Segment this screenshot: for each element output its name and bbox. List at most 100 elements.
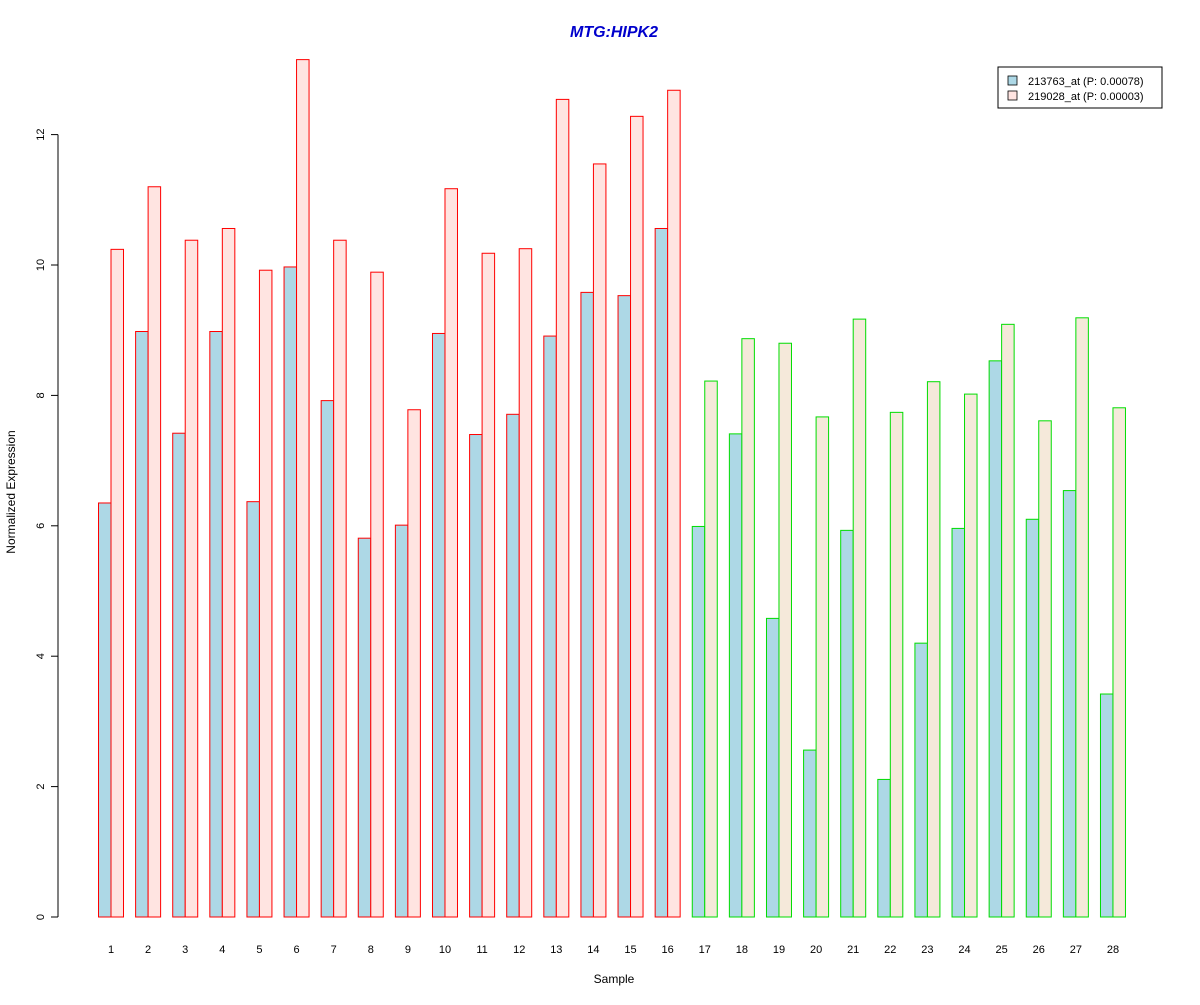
x-tick-label: 16 — [662, 944, 674, 956]
x-tick-label: 10 — [439, 944, 451, 956]
bar-213763-at-sample-8 — [357, 537, 372, 918]
x-tick-label: 3 — [182, 944, 188, 956]
bar-219028-at-sample-6 — [296, 59, 310, 918]
bar-213763-at-sample-1 — [98, 502, 112, 918]
bar-219028-at-sample-14 — [592, 163, 607, 918]
bar-213763-at-sample-11 — [469, 434, 483, 918]
chart-title: MTG:HIPK2 — [570, 24, 658, 41]
y-axis: 0 2 4 6 8 10 12 — [35, 128, 59, 920]
bar-219028-at-sample-13 — [555, 98, 570, 918]
x-tick-label: 24 — [958, 944, 970, 956]
bar-213763-at-sample-19 — [765, 617, 780, 918]
bar-219028-at-sample-3 — [184, 239, 199, 918]
bar-219028-at-sample-16 — [667, 89, 681, 918]
x-tick-label: 14 — [587, 944, 599, 956]
x-tick-label: 23 — [921, 944, 933, 956]
y-axis-label: Normalized Expression — [4, 430, 18, 553]
legend-label-219028-at: 219028_at (P: 0.00003) — [1028, 91, 1144, 103]
legend-swatch-219028-at — [1007, 90, 1018, 101]
bar-213763-at-sample-20 — [803, 749, 817, 918]
bar-219028-at-sample-7 — [333, 239, 347, 918]
y-tick-label: 4 — [35, 653, 47, 659]
legend: 213763_at (P: 0.00078) 219028_at (P: 0.0… — [997, 66, 1163, 109]
x-tick-label: 21 — [847, 944, 859, 956]
bar-213763-at-sample-18 — [728, 433, 743, 918]
x-tick-label: 11 — [476, 944, 487, 956]
bar-219028-at-sample-2 — [147, 186, 162, 918]
bar-213763-at-sample-13 — [543, 335, 557, 918]
bar-213763-at-sample-10 — [431, 332, 446, 918]
bar-219028-at-sample-19 — [778, 342, 792, 918]
x-tick-label: 28 — [1107, 944, 1119, 956]
legend-swatch-213763-at — [1007, 75, 1018, 86]
bar-219028-at-sample-12 — [518, 248, 533, 918]
bar-219028-at-sample-4 — [221, 227, 236, 918]
bar-213763-at-sample-5 — [246, 501, 260, 918]
bar-219028-at-sample-23 — [926, 381, 941, 918]
bar-213763-at-sample-25 — [988, 360, 1003, 918]
bar-213763-at-sample-24 — [951, 527, 966, 918]
bar-219028-at-sample-17 — [704, 380, 718, 918]
x-tick-label: 5 — [256, 944, 262, 956]
y-tick-label: 0 — [35, 914, 47, 920]
bars — [98, 59, 1126, 918]
y-tick-label: 2 — [35, 784, 47, 790]
bar-219028-at-sample-25 — [1001, 323, 1015, 918]
x-tick-label: 25 — [996, 944, 1008, 956]
x-tick-label: 18 — [736, 944, 748, 956]
y-tick-label: 10 — [35, 259, 47, 271]
bar-213763-at-sample-7 — [320, 400, 335, 918]
bar-219028-at-sample-21 — [852, 318, 867, 918]
x-tick-label: 13 — [550, 944, 562, 956]
bar-213763-at-sample-16 — [654, 227, 669, 918]
bar-219028-at-sample-8 — [370, 271, 384, 918]
bar-219028-at-sample-26 — [1038, 420, 1052, 918]
bar-213763-at-sample-23 — [914, 642, 928, 918]
y-tick-label: 6 — [35, 523, 47, 529]
bar-219028-at-sample-22 — [889, 411, 904, 918]
bar-219028-at-sample-10 — [444, 188, 458, 918]
x-tick-label: 4 — [219, 944, 225, 956]
x-tick-label: 15 — [624, 944, 636, 956]
x-axis-label: Sample — [594, 972, 635, 986]
bar-219028-at-sample-24 — [964, 393, 978, 918]
x-tick-label: 9 — [405, 944, 411, 956]
bar-219028-at-sample-5 — [258, 269, 273, 918]
bar-213763-at-sample-9 — [394, 524, 409, 918]
x-tick-label: 6 — [293, 944, 299, 956]
bar-213763-at-sample-26 — [1025, 518, 1040, 918]
bar-219028-at-sample-20 — [815, 416, 830, 918]
bar-213763-at-sample-4 — [209, 331, 223, 918]
bar-213763-at-sample-21 — [840, 529, 854, 918]
bar-213763-at-sample-28 — [1099, 693, 1114, 918]
bar-219028-at-sample-27 — [1075, 317, 1089, 918]
bar-213763-at-sample-15 — [617, 295, 632, 918]
bar-219028-at-sample-15 — [630, 115, 644, 918]
x-tick-label: 27 — [1070, 944, 1082, 956]
bar-213763-at-sample-17 — [691, 525, 706, 918]
legend-label-213763-at: 213763_at (P: 0.00078) — [1028, 76, 1144, 88]
bar-213763-at-sample-22 — [877, 778, 891, 918]
bar-213763-at-sample-3 — [172, 432, 186, 918]
bar-219028-at-sample-9 — [407, 409, 421, 918]
x-tick-labels: 1 2 3 4 5 6 7 8 9 10 11 12 13 14 15 16 17 18 19 20 21 22 23 24 2… — [108, 944, 1119, 956]
legend-box — [997, 66, 1163, 109]
bar-213763-at-sample-2 — [135, 331, 149, 918]
bar-213763-at-sample-6 — [283, 266, 298, 918]
x-tick-label: 1 — [108, 944, 114, 956]
bar-219028-at-sample-28 — [1112, 407, 1126, 918]
bar-219028-at-sample-1 — [110, 248, 124, 918]
bar-219028-at-sample-11 — [481, 252, 496, 918]
bar-213763-at-sample-14 — [580, 291, 594, 918]
x-tick-label: 2 — [145, 944, 151, 956]
x-tick-label: 22 — [884, 944, 896, 956]
x-tick-label: 19 — [773, 944, 785, 956]
y-tick-label: 12 — [35, 128, 47, 140]
x-tick-label: 17 — [699, 944, 711, 956]
x-tick-label: 7 — [331, 944, 337, 956]
bar-219028-at-sample-18 — [741, 338, 755, 918]
bar-213763-at-sample-27 — [1062, 490, 1077, 918]
x-tick-label: 26 — [1033, 944, 1045, 956]
